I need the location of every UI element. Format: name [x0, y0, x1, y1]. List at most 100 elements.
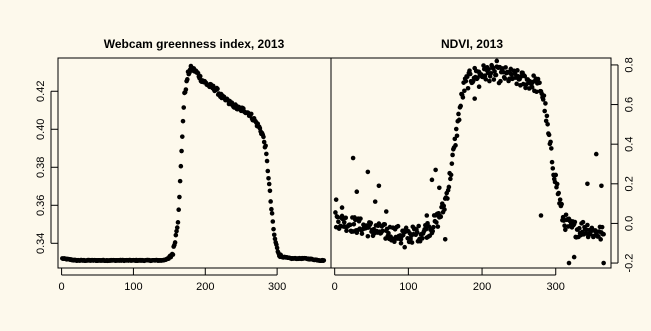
data-point	[176, 207, 181, 213]
data-point	[261, 134, 266, 140]
data-point	[486, 66, 491, 72]
data-point	[445, 196, 450, 201]
data-point-outlier	[429, 177, 435, 183]
data-point	[482, 73, 488, 79]
data-point-outlier	[365, 169, 371, 175]
data-point-outlier	[566, 260, 572, 266]
data-point	[416, 223, 421, 229]
data-point	[183, 87, 189, 92]
data-point	[453, 126, 459, 132]
data-point-outlier	[593, 151, 599, 157]
points-ndvi	[333, 58, 606, 266]
y-axis-ndvi: -0.2 0.0 0.2 0.4 0.6 0.8	[611, 57, 636, 273]
data-point	[544, 113, 550, 119]
data-point	[498, 78, 503, 84]
data-point	[177, 194, 182, 200]
data-point-outlier	[424, 213, 430, 218]
data-point	[493, 72, 499, 78]
data-point	[540, 97, 546, 102]
data-point	[553, 172, 559, 178]
x-tick-label: 100	[124, 281, 142, 293]
data-point-outlier	[398, 240, 404, 246]
data-point-outlier	[437, 185, 442, 191]
data-point-outlier	[339, 205, 345, 210]
data-point-outlier	[442, 236, 448, 242]
data-point-outlier	[494, 58, 500, 64]
data-point-outlier	[433, 167, 438, 173]
data-point	[491, 77, 497, 82]
x-tick-label: 200	[196, 281, 214, 293]
data-point	[465, 85, 471, 91]
data-point	[563, 227, 568, 233]
data-point	[414, 230, 420, 235]
data-point	[382, 222, 388, 227]
data-point	[359, 231, 365, 236]
data-point	[492, 69, 497, 74]
data-point	[271, 232, 277, 238]
data-point	[565, 224, 571, 229]
data-point	[333, 210, 338, 215]
data-point	[549, 146, 554, 151]
data-point	[460, 95, 466, 100]
data-point	[267, 188, 273, 194]
data-point	[266, 176, 271, 181]
data-point	[409, 240, 415, 245]
data-point	[264, 158, 270, 164]
data-point	[420, 236, 425, 241]
panel-ndvi: NDVI, 2013 0 100 200 300 -0.2 0.0 0.2 0.4 0.6 0.…	[330, 37, 636, 293]
x-tick-label: 300	[268, 281, 286, 293]
data-point	[588, 231, 593, 237]
x-tick-label: 100	[399, 281, 417, 293]
data-point-outlier	[476, 84, 482, 90]
data-point	[265, 168, 271, 174]
y-tick-label: 0.42	[35, 81, 47, 102]
data-point	[174, 225, 180, 230]
data-point	[548, 139, 553, 145]
data-point	[336, 219, 341, 225]
plot-frame-greenness	[57, 57, 332, 269]
data-point-outlier	[383, 209, 389, 214]
data-point	[465, 74, 470, 80]
data-point	[442, 207, 447, 212]
data-point	[274, 245, 280, 251]
data-point	[448, 176, 453, 182]
y-tick-label: 0.40	[35, 119, 47, 140]
data-point	[177, 178, 183, 184]
data-point-outlier	[376, 183, 382, 189]
data-point	[449, 161, 455, 166]
data-point	[435, 224, 441, 229]
data-point	[179, 134, 185, 139]
data-point	[448, 172, 454, 178]
data-point	[185, 77, 190, 82]
data-point	[559, 201, 564, 207]
data-point-outlier	[333, 197, 339, 202]
data-point	[534, 89, 539, 95]
y-tick-label: 0.34	[35, 233, 47, 254]
data-point	[467, 71, 473, 77]
data-point	[541, 93, 547, 98]
y-tick-label: 0.36	[35, 195, 47, 216]
data-point	[453, 143, 458, 148]
data-point	[434, 220, 439, 225]
x-axis-ndvi: 0 100 200 300	[332, 268, 565, 293]
y-tick-label: 0.38	[35, 157, 47, 178]
data-point	[197, 73, 203, 79]
data-point	[514, 81, 519, 87]
plot-frame-ndvi	[330, 57, 612, 269]
y-tick-label: 0.4	[624, 137, 636, 152]
y-tick-label: 0.6	[624, 97, 636, 112]
data-point	[264, 151, 269, 157]
y-tick-label: 0.2	[624, 176, 636, 191]
data-point	[180, 118, 186, 124]
data-point	[446, 184, 452, 190]
data-point	[529, 84, 535, 90]
data-point	[487, 78, 492, 84]
data-point	[172, 240, 178, 245]
data-point	[556, 190, 561, 196]
data-point	[248, 111, 254, 117]
data-point	[175, 220, 181, 225]
data-point-outlier	[538, 213, 544, 218]
data-point-outlier	[354, 189, 360, 195]
data-point	[549, 159, 555, 165]
